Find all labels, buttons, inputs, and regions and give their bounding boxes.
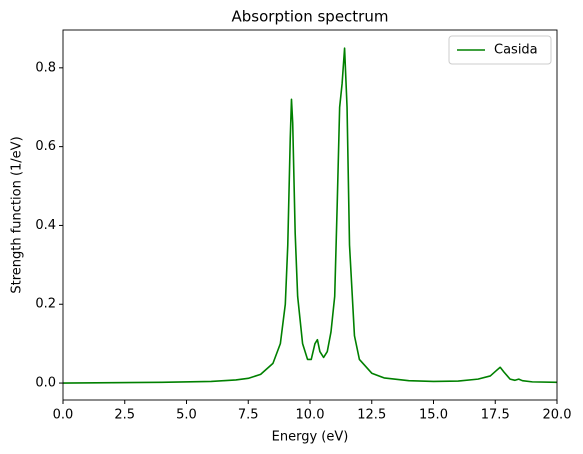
x-tick-label: 2.5 <box>114 408 135 423</box>
x-tick-label: 7.5 <box>238 408 259 423</box>
legend-box <box>448 35 552 65</box>
x-tick-label: 10.0 <box>296 408 325 423</box>
legend-label: Casida <box>494 43 538 58</box>
data-line <box>63 47 557 384</box>
y-tick-label: 0.4 <box>35 218 56 233</box>
x-tick-label: 17.5 <box>481 408 510 423</box>
x-axis-label: Energy (eV) <box>272 430 349 445</box>
x-tick-label: 0.0 <box>53 408 74 423</box>
x-tick-label: 12.5 <box>357 408 386 423</box>
y-tick-label: 0.8 <box>35 60 56 75</box>
y-axis-label: Strength function (1/eV) <box>10 136 25 293</box>
x-tick-label: 20.0 <box>543 408 572 423</box>
x-tick-label: 5.0 <box>176 408 197 423</box>
y-tick-label: 0.2 <box>35 297 56 312</box>
x-tick-label: 15.0 <box>419 408 448 423</box>
y-tick-label: 0.0 <box>35 376 56 391</box>
plot-frame <box>62 29 558 401</box>
y-tick-label: 0.6 <box>35 139 56 154</box>
chart-title: Absorption spectrum <box>232 8 389 26</box>
